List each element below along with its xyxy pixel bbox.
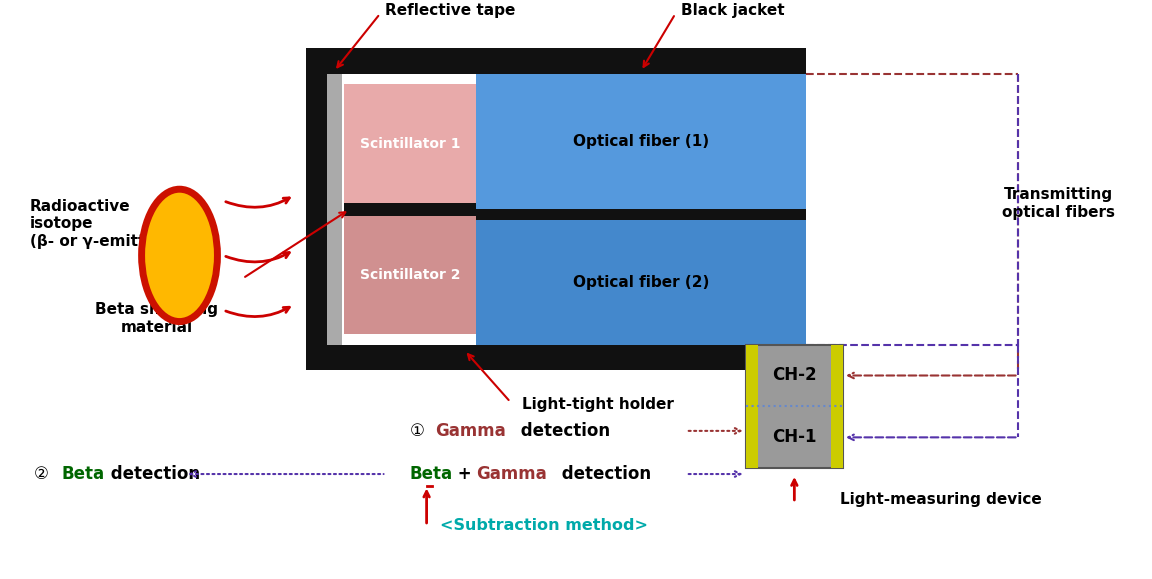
Bar (343, 203, 476, 216)
Text: Optical fiber (2): Optical fiber (2) (573, 274, 710, 290)
Text: ①: ① (409, 422, 424, 440)
Text: Beta: Beta (409, 465, 453, 483)
Bar (306, 345, 806, 371)
Text: detection: detection (556, 465, 652, 483)
Text: CH-2: CH-2 (772, 367, 817, 384)
Text: detection: detection (515, 422, 611, 440)
Text: Reflective tape: Reflective tape (385, 3, 515, 19)
Bar (327, 74, 341, 345)
Bar (306, 48, 806, 74)
Bar (327, 74, 476, 345)
Bar (343, 85, 476, 203)
Text: Scintillator 1: Scintillator 1 (359, 137, 460, 151)
Bar (745, 345, 843, 468)
Text: +: + (452, 465, 477, 483)
Bar (745, 345, 758, 468)
Text: detection: detection (105, 465, 200, 483)
Bar (306, 48, 327, 371)
Text: Scintillator 2: Scintillator 2 (359, 268, 460, 282)
Text: Beta shielding
material: Beta shielding material (94, 302, 218, 335)
Text: Beta: Beta (61, 465, 105, 483)
Bar (343, 216, 476, 334)
Text: Gamma: Gamma (434, 422, 506, 440)
Text: CH-1: CH-1 (772, 428, 817, 446)
Bar (476, 210, 806, 219)
Text: Gamma: Gamma (476, 465, 547, 483)
Bar (476, 219, 806, 345)
Text: Optical fiber (1): Optical fiber (1) (573, 134, 708, 149)
Bar (476, 74, 806, 210)
Text: Black jacket: Black jacket (681, 3, 785, 19)
Text: <Subtraction method>: <Subtraction method> (440, 518, 649, 533)
Text: Light-tight holder: Light-tight holder (522, 398, 674, 412)
Text: Radioactive
isotope
(β- or γ-emitter): Radioactive isotope (β- or γ-emitter) (30, 199, 170, 248)
Text: Transmitting
optical fibers: Transmitting optical fibers (1002, 188, 1115, 220)
Ellipse shape (142, 189, 218, 321)
Text: ②: ② (33, 465, 48, 483)
Text: Light-measuring device: Light-measuring device (840, 492, 1043, 507)
Bar (831, 345, 843, 468)
